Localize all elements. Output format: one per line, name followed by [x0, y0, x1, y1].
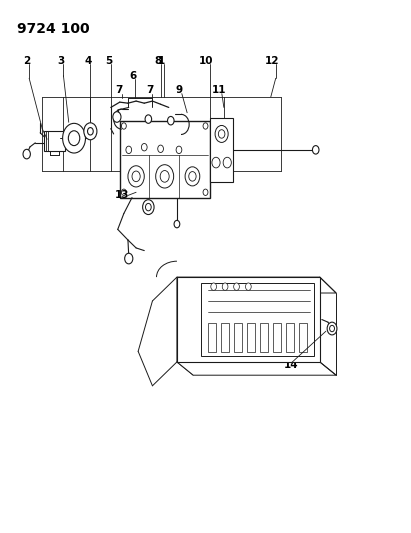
Circle shape — [84, 123, 97, 140]
Circle shape — [145, 204, 151, 211]
Circle shape — [70, 138, 74, 143]
Circle shape — [128, 166, 144, 187]
Bar — [247, 323, 255, 352]
Bar — [208, 323, 216, 352]
Circle shape — [174, 220, 180, 228]
Circle shape — [211, 283, 217, 290]
Polygon shape — [177, 277, 193, 375]
Bar — [120, 120, 210, 198]
Circle shape — [222, 283, 228, 290]
Circle shape — [212, 157, 220, 168]
Polygon shape — [177, 277, 336, 293]
Circle shape — [185, 167, 200, 186]
Circle shape — [203, 123, 208, 129]
Bar — [286, 323, 294, 352]
Bar — [260, 323, 268, 352]
Circle shape — [143, 200, 154, 215]
Circle shape — [145, 115, 152, 123]
Text: 2: 2 — [23, 56, 30, 66]
Circle shape — [234, 283, 239, 290]
Circle shape — [203, 189, 208, 196]
Text: 13: 13 — [115, 190, 129, 200]
Circle shape — [23, 149, 30, 159]
Text: 9724 100: 9724 100 — [17, 21, 90, 36]
Text: 7: 7 — [146, 85, 153, 95]
Text: 8: 8 — [155, 56, 162, 66]
Text: 5: 5 — [105, 56, 112, 66]
Circle shape — [126, 146, 132, 154]
Circle shape — [113, 112, 121, 122]
Circle shape — [327, 322, 337, 335]
Bar — [221, 323, 229, 352]
Circle shape — [158, 145, 164, 152]
Polygon shape — [177, 277, 320, 362]
Text: 14: 14 — [284, 360, 298, 369]
Bar — [299, 323, 307, 352]
Text: 6: 6 — [129, 70, 137, 80]
Circle shape — [176, 146, 182, 154]
Circle shape — [141, 143, 147, 151]
Circle shape — [121, 189, 126, 196]
Text: 11: 11 — [212, 85, 226, 95]
Circle shape — [125, 253, 133, 264]
Text: 1: 1 — [158, 56, 166, 66]
Polygon shape — [177, 362, 336, 375]
Bar — [273, 323, 281, 352]
Circle shape — [121, 123, 126, 129]
Text: 4: 4 — [84, 56, 92, 66]
Text: 10: 10 — [199, 56, 214, 66]
Polygon shape — [201, 284, 314, 356]
Text: 9: 9 — [176, 85, 183, 95]
Bar — [234, 323, 242, 352]
Circle shape — [215, 125, 228, 142]
Circle shape — [218, 130, 225, 138]
Text: 12: 12 — [265, 56, 280, 66]
Circle shape — [189, 172, 196, 181]
Circle shape — [330, 325, 335, 332]
Circle shape — [156, 165, 174, 188]
Text: 3: 3 — [58, 56, 65, 66]
Circle shape — [68, 135, 76, 146]
Circle shape — [68, 131, 80, 146]
Circle shape — [223, 157, 231, 168]
Circle shape — [168, 116, 174, 125]
Circle shape — [245, 283, 251, 290]
Circle shape — [88, 127, 93, 135]
Circle shape — [132, 171, 140, 182]
Circle shape — [62, 123, 85, 153]
Bar — [210, 118, 233, 182]
Text: 7: 7 — [115, 85, 122, 95]
Circle shape — [312, 146, 319, 154]
Bar — [44, 131, 65, 151]
Circle shape — [160, 171, 169, 182]
